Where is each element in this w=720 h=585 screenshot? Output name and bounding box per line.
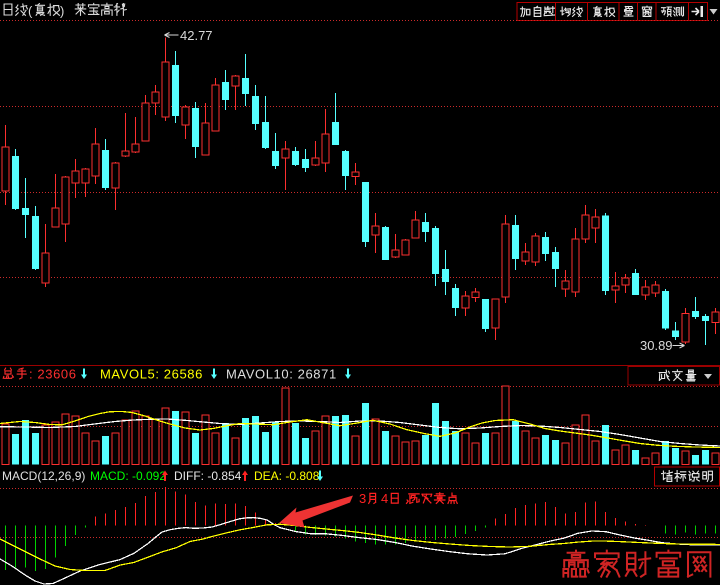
svg-text:(: ( [28,4,33,19]
svg-text:DEA: -0.808: DEA: -0.808 [254,469,320,483]
svg-text:MAVOL5: 26586: MAVOL5: 26586 [100,367,203,382]
svg-text:3: 3 [359,491,366,506]
svg-text:42.77: 42.77 [180,28,213,43]
svg-text:MACD: -0.092: MACD: -0.092 [90,469,166,483]
svg-text:DIFF: -0.854: DIFF: -0.854 [174,469,242,483]
svg-text:): ) [60,4,64,19]
svg-text:MAVOL10: 26871: MAVOL10: 26871 [226,367,337,382]
svg-text:30.89: 30.89 [640,338,673,353]
svg-text:4: 4 [381,491,388,506]
svg-text:: 23606: : 23606 [29,367,77,382]
svg-text:MACD(12,26,9): MACD(12,26,9) [2,469,85,483]
